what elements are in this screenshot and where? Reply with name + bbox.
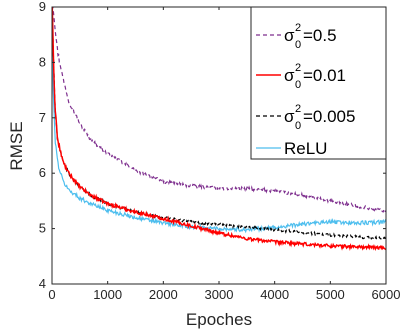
legend-subscript: 0 <box>295 79 301 91</box>
legend-value: =0.005 <box>303 107 355 126</box>
x-tick-label: 2000 <box>149 287 178 302</box>
x-tick-label: 0 <box>48 287 55 302</box>
x-tick-label: 6000 <box>372 287 401 302</box>
series-line-1 <box>52 7 386 252</box>
y-tick-label: 5 <box>39 221 46 236</box>
x-axis-label: Epoches <box>186 310 252 329</box>
legend-label: σ <box>284 66 295 85</box>
legend-superscript: 2 <box>295 103 301 115</box>
legend-label: σ <box>284 26 295 45</box>
y-tick-label: 4 <box>39 276 46 291</box>
x-tick-label: 1000 <box>93 287 122 302</box>
legend-superscript: 2 <box>295 22 301 34</box>
series-line-2 <box>52 7 386 242</box>
legend-box <box>250 6 387 160</box>
y-tick-label: 7 <box>39 110 46 125</box>
y-tick-label: 9 <box>39 0 46 14</box>
legend-label: ReLU <box>284 139 327 158</box>
legend-subscript: 0 <box>295 39 301 51</box>
series-line-3 <box>52 7 386 234</box>
legend-superscript: 2 <box>295 62 301 74</box>
y-tick-label: 6 <box>39 165 46 180</box>
x-tick-label: 5000 <box>316 287 345 302</box>
y-tick-label: 8 <box>39 54 46 69</box>
legend-subscript: 0 <box>295 120 301 132</box>
legend-label: σ <box>284 107 295 126</box>
x-tick-label: 3000 <box>205 287 234 302</box>
legend-value: =0.01 <box>303 66 346 85</box>
legend-value: =0.5 <box>303 26 337 45</box>
series-line-0 <box>52 7 386 213</box>
y-axis-label: RMSE <box>7 121 26 170</box>
x-tick-label: 4000 <box>260 287 289 302</box>
